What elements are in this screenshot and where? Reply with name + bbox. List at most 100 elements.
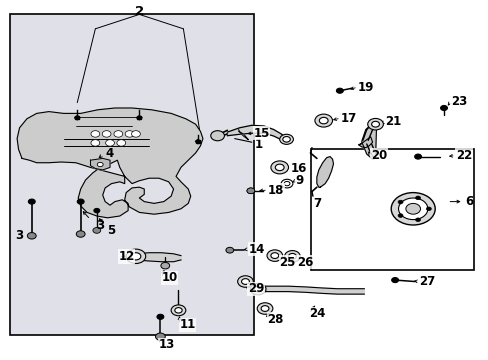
Circle shape <box>319 117 327 124</box>
Circle shape <box>440 105 447 111</box>
Circle shape <box>225 247 233 253</box>
Circle shape <box>161 262 169 269</box>
Text: 16: 16 <box>290 162 306 175</box>
Circle shape <box>336 88 343 93</box>
Bar <box>75 116 79 119</box>
Circle shape <box>237 276 253 287</box>
Circle shape <box>426 207 430 211</box>
Text: 24: 24 <box>308 307 325 320</box>
Circle shape <box>314 114 332 127</box>
Text: 3: 3 <box>96 219 104 231</box>
Circle shape <box>117 140 125 146</box>
Text: 15: 15 <box>253 127 269 140</box>
Circle shape <box>266 250 282 261</box>
Polygon shape <box>259 286 364 294</box>
Circle shape <box>171 305 185 316</box>
Text: 3: 3 <box>15 229 23 242</box>
Polygon shape <box>136 253 181 262</box>
Circle shape <box>371 121 379 127</box>
Circle shape <box>27 233 36 239</box>
Circle shape <box>275 164 284 171</box>
Polygon shape <box>227 125 285 141</box>
Circle shape <box>415 218 420 221</box>
Bar <box>10 14 254 335</box>
Text: 29: 29 <box>247 282 264 295</box>
Circle shape <box>250 283 265 295</box>
Text: 22: 22 <box>455 149 471 162</box>
Circle shape <box>279 134 293 144</box>
Polygon shape <box>74 116 80 120</box>
Circle shape <box>288 253 296 259</box>
Circle shape <box>254 286 262 292</box>
Circle shape <box>246 188 254 194</box>
Text: 13: 13 <box>159 338 175 351</box>
Circle shape <box>28 199 35 204</box>
Circle shape <box>175 307 182 313</box>
Text: 18: 18 <box>267 184 284 197</box>
Polygon shape <box>238 130 248 140</box>
Text: 28: 28 <box>267 313 283 326</box>
Text: 23: 23 <box>450 95 466 108</box>
Polygon shape <box>361 124 376 159</box>
Bar <box>196 140 200 143</box>
Text: 25: 25 <box>279 256 295 269</box>
Text: 19: 19 <box>357 81 373 94</box>
Polygon shape <box>136 116 142 120</box>
Text: 4: 4 <box>105 147 113 160</box>
Polygon shape <box>17 108 203 218</box>
Text: 26: 26 <box>296 256 312 269</box>
Text: 2: 2 <box>135 5 143 18</box>
Text: 11: 11 <box>179 318 195 331</box>
Circle shape <box>414 154 421 159</box>
Circle shape <box>257 303 272 314</box>
Circle shape <box>210 131 224 141</box>
Circle shape <box>261 306 268 311</box>
Text: 14: 14 <box>248 243 264 256</box>
Circle shape <box>391 278 398 283</box>
Circle shape <box>125 131 134 137</box>
Circle shape <box>102 131 111 137</box>
Circle shape <box>397 214 402 217</box>
Circle shape <box>405 203 420 214</box>
Circle shape <box>76 231 85 237</box>
Circle shape <box>282 136 290 142</box>
Circle shape <box>241 279 249 284</box>
Polygon shape <box>316 157 333 187</box>
Circle shape <box>131 131 140 137</box>
Text: 12: 12 <box>118 250 134 263</box>
Text: 10: 10 <box>161 271 177 284</box>
Circle shape <box>415 196 420 200</box>
Circle shape <box>270 161 288 174</box>
Circle shape <box>77 199 84 204</box>
Circle shape <box>367 118 383 130</box>
Polygon shape <box>90 158 110 170</box>
Circle shape <box>131 253 141 260</box>
Text: 27: 27 <box>418 275 434 288</box>
Circle shape <box>97 162 103 167</box>
Circle shape <box>398 198 427 220</box>
Text: 6: 6 <box>465 195 473 208</box>
Text: 5: 5 <box>106 224 115 237</box>
Circle shape <box>390 193 434 225</box>
Polygon shape <box>195 139 201 144</box>
Text: 7: 7 <box>312 197 320 210</box>
Circle shape <box>246 188 254 194</box>
Circle shape <box>397 200 402 204</box>
Text: 9: 9 <box>295 174 303 187</box>
Circle shape <box>94 208 100 213</box>
Polygon shape <box>358 137 372 148</box>
Text: 21: 21 <box>385 115 401 128</box>
Circle shape <box>157 314 163 319</box>
Circle shape <box>155 333 165 340</box>
Circle shape <box>93 228 101 233</box>
Circle shape <box>126 249 145 264</box>
Text: 17: 17 <box>340 112 356 125</box>
Circle shape <box>114 131 122 137</box>
Circle shape <box>91 131 100 137</box>
Circle shape <box>105 140 114 146</box>
Text: 20: 20 <box>370 149 386 162</box>
Bar <box>310 149 473 270</box>
Circle shape <box>91 140 100 146</box>
Bar <box>137 116 141 119</box>
Circle shape <box>270 253 278 258</box>
